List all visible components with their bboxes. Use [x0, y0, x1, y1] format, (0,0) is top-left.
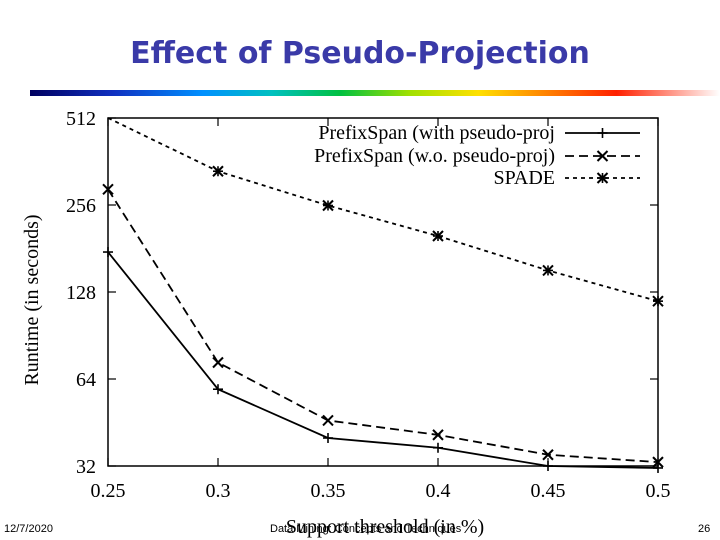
runtime-chart: 32 64 128 256 512 0.25 0.3 0.35 0.4 0.45 0.5 Prefi…: [21, 108, 671, 538]
series-line-1: [107, 251, 659, 469]
data-point-s3: [212, 165, 224, 177]
data-point-s1: [323, 432, 333, 443]
x-tick-label: 0.25: [91, 480, 126, 502]
legend-label: PrefixSpan (w.o. pseudo-proj): [314, 145, 555, 167]
data-point-s2: [652, 456, 664, 468]
data-point-s2: [102, 183, 114, 196]
series-lines: [102, 117, 664, 473]
series-line-2: [107, 188, 659, 464]
data-point-s3: [432, 230, 444, 242]
legend-label: PrefixSpan (with pseudo-proj: [318, 122, 555, 144]
x-tick-label: 0.5: [646, 480, 671, 502]
data-point-s1: [653, 462, 663, 473]
data-point-s3: [542, 264, 554, 277]
data-point-s1: [433, 442, 443, 453]
y-tick-label: 64: [76, 369, 96, 391]
x-tick-label: 0.35: [311, 480, 346, 502]
data-point-s2: [542, 449, 554, 461]
y-tick-label: 32: [76, 456, 96, 478]
y-axis-label: Runtime (in seconds): [21, 214, 43, 385]
y-tick-label: 256: [66, 195, 96, 217]
page-number: 26: [698, 523, 711, 535]
data-point-s3: [322, 199, 334, 212]
x-tick-label: 0.45: [531, 480, 566, 502]
x-axis-label: Support threshold (in %): [286, 516, 484, 538]
data-point-s2: [212, 356, 224, 369]
plot-area: 32 64 128 256 512 0.25 0.3 0.35 0.4 0.45 0.5: [66, 108, 671, 502]
slide-title: Effect of Pseudo-Projection: [130, 36, 590, 71]
x-tick-label: 0.4: [426, 480, 451, 502]
data-point-s1: [543, 461, 553, 471]
legend-marker: [596, 172, 609, 184]
data-point-s3: [652, 295, 664, 307]
data-point-s1: [213, 384, 223, 395]
y-tick-label: 512: [66, 108, 96, 130]
legend-marker: [597, 128, 608, 138]
plot-frame: [107, 117, 659, 467]
legend-label: SPADE: [493, 167, 555, 189]
title-divider: [30, 90, 720, 96]
footer-date: 12/7/2020: [4, 523, 53, 535]
footer-text: Data Mining: Concepts and Techniques: [270, 523, 462, 535]
data-point-s2: [432, 429, 444, 441]
data-point-s1: [103, 247, 113, 258]
legend-marker: [596, 150, 609, 162]
y-tick-label: 128: [66, 282, 96, 304]
x-tick-label: 0.3: [206, 480, 231, 502]
data-point-s2: [322, 414, 334, 427]
